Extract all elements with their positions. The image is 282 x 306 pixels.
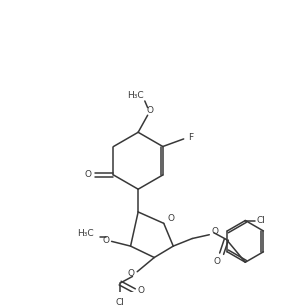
Text: H₃C: H₃C <box>127 91 143 100</box>
Text: O: O <box>127 269 134 278</box>
Text: H₃C: H₃C <box>78 229 94 238</box>
Text: O: O <box>168 214 175 223</box>
Text: O: O <box>84 170 91 180</box>
Text: O: O <box>102 236 109 245</box>
Text: F: F <box>188 132 193 142</box>
Text: O: O <box>147 106 154 115</box>
Text: O: O <box>138 286 144 295</box>
Text: Cl: Cl <box>257 216 266 225</box>
Text: O: O <box>213 257 220 266</box>
Text: O: O <box>212 227 219 236</box>
Text: Cl: Cl <box>116 297 125 306</box>
